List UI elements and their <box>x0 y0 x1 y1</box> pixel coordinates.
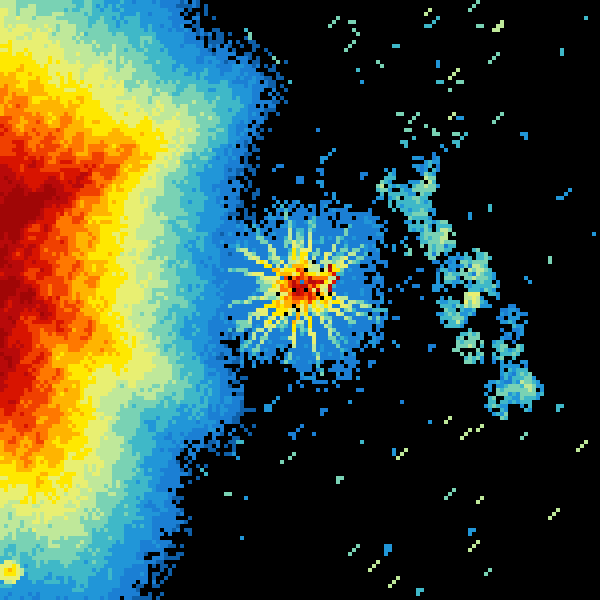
radar-image-viewport <box>0 0 600 600</box>
radar-reflectivity-canvas <box>0 0 600 600</box>
